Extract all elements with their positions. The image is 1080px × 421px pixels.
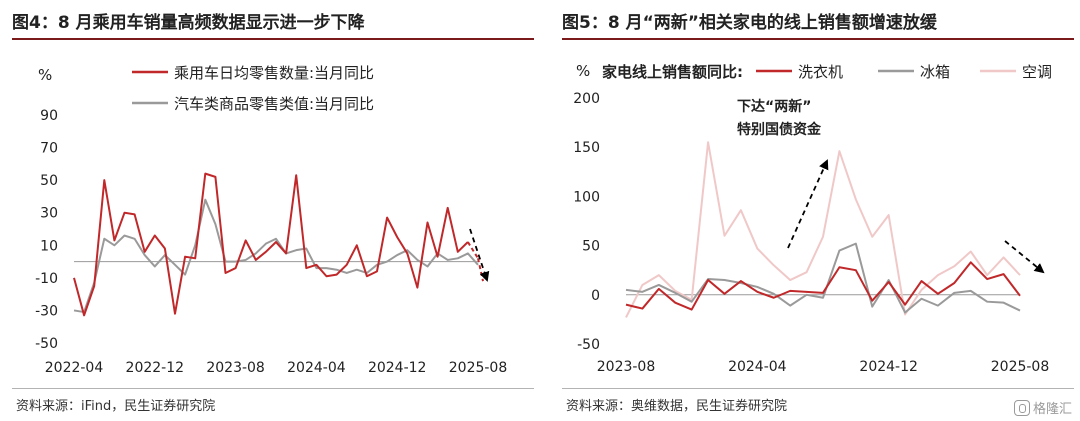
y-tick-label: 100 xyxy=(573,189,600,205)
x-tick-label: 2025-08 xyxy=(449,360,508,376)
watermark: 格隆汇 xyxy=(1013,398,1072,417)
y-tick-label: -50 xyxy=(35,336,58,352)
line-chart-car-sales: % -50 -30 -10 10 30 50 70 90 2022-04 2022-12 2023-0… xyxy=(35,64,508,376)
series-line xyxy=(625,261,1021,311)
series-line-forecast-tail xyxy=(477,258,484,282)
y-tick-label: 50 xyxy=(40,173,58,189)
legend-fridge-label: 冰箱 xyxy=(920,63,950,81)
y-tick-label: -50 xyxy=(577,337,600,353)
chart-panel-car-sales: 图4：8 月乘用车销量高频数据显示进一步下降 % -50 -30 -10 10 30 50 7… xyxy=(12,13,534,414)
annotation-line-2: 特别国债资金 xyxy=(737,121,822,138)
trend-arrow-down xyxy=(1004,240,1045,274)
series-line xyxy=(73,198,479,314)
y-tick-label: 0 xyxy=(591,288,600,304)
x-tick-label: 2024-12 xyxy=(368,360,427,376)
x-tick-label: 2025-08 xyxy=(991,359,1050,375)
legend-label-auto-retail: 汽车类商品零售类值:当月同比 xyxy=(174,95,374,113)
y-tick-label: 70 xyxy=(40,141,58,157)
source-note: 资料来源：奥维数据，民生证券研究院 xyxy=(566,399,788,414)
trend-arrow-down xyxy=(469,228,490,282)
x-tick-label: 2023-08 xyxy=(597,359,656,375)
y-tick-label: -30 xyxy=(35,303,58,319)
y-tick-label: 200 xyxy=(573,91,600,107)
x-tick-label: 2024-04 xyxy=(287,360,346,376)
annotation-line-1: 下达“两新” xyxy=(737,98,811,115)
source-rule xyxy=(562,388,1074,389)
line-chart-appliance-sales: % 家电线上销售额同比: 洗衣机 冰箱 空调 -50 0 50 100 150 200 2023-08… xyxy=(573,62,1052,375)
chart-title: 图5：8 月“两新”相关家电的线上销售额增速放缓 xyxy=(562,13,937,33)
legend-aircon-label: 空调 xyxy=(1022,63,1052,81)
y-tick-label: 30 xyxy=(40,206,58,222)
source-note: 资料来源：iFind，民生证券研究院 xyxy=(16,399,216,414)
legend-label-passenger-car: 乘用车日均零售数量:当月同比 xyxy=(174,64,374,82)
series-line xyxy=(625,242,1021,314)
y-tick-label: 10 xyxy=(40,238,58,254)
legend-title: 家电线上销售额同比: xyxy=(602,63,743,81)
title-rule xyxy=(562,38,1074,40)
legend-washer-label: 洗衣机 xyxy=(798,63,843,81)
x-tick-label: 2022-12 xyxy=(126,360,185,376)
y-tick-label: 150 xyxy=(573,140,600,156)
y-tick-label: 50 xyxy=(582,239,600,255)
y-tick-label: -10 xyxy=(35,271,58,287)
chart-title: 图4：8 月乘用车销量高频数据显示进一步下降 xyxy=(12,13,365,33)
x-tick-label: 2022-04 xyxy=(45,360,104,376)
x-tick-label: 2024-04 xyxy=(728,359,787,375)
series-line xyxy=(625,141,1021,318)
y-unit-label: % xyxy=(38,66,52,84)
x-tick-label: 2024-12 xyxy=(859,359,918,375)
trend-arrow-up xyxy=(787,159,829,249)
title-rule xyxy=(12,38,534,40)
series-line xyxy=(73,172,469,317)
y-tick-label: 90 xyxy=(40,108,58,124)
gelonghui-logo-icon xyxy=(1013,399,1030,416)
chart-panel-appliance-sales: 图5：8 月“两新”相关家电的线上销售额增速放缓 % 家电线上销售额同比: 洗衣机 冰… xyxy=(550,0,1080,421)
source-rule xyxy=(12,388,534,389)
watermark-text: 格隆汇 xyxy=(1032,402,1072,417)
y-unit-label: % xyxy=(576,62,590,80)
series-line-forecast xyxy=(467,241,479,259)
x-tick-label: 2023-08 xyxy=(206,360,265,376)
